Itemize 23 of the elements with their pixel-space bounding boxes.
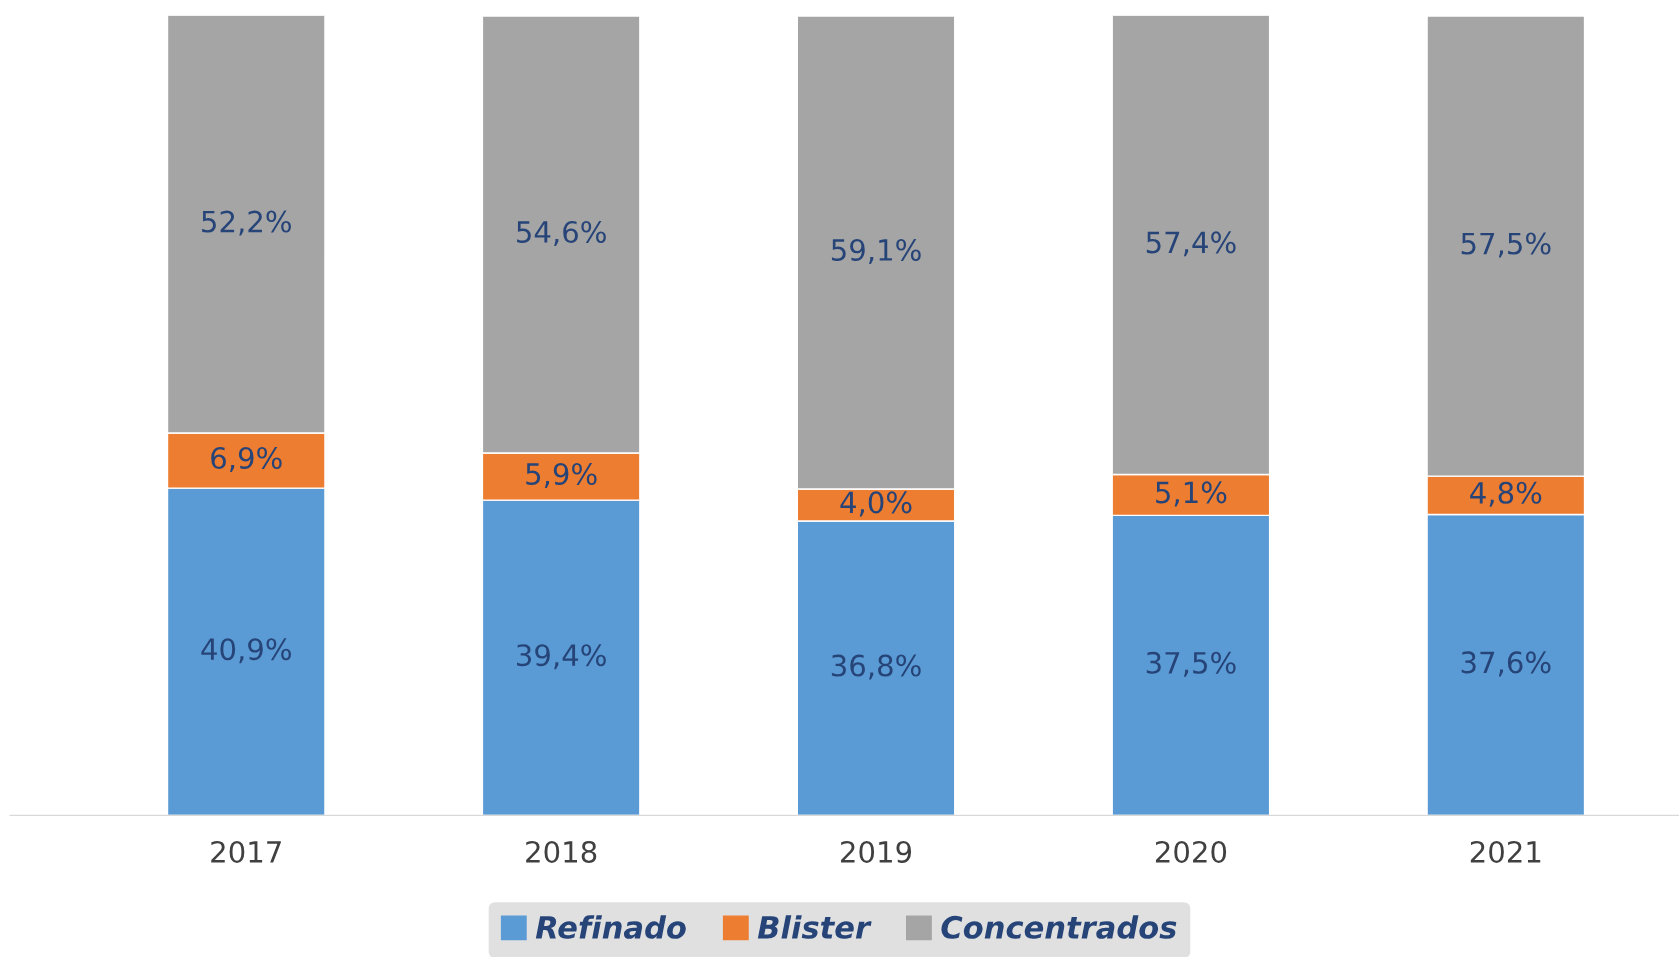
x-tick-label: 2017 [211,840,281,863]
data-label: 37,6% [1461,651,1551,677]
data-label: 4,0% [840,491,912,517]
data-label: 39,4% [517,644,606,670]
data-label: 57,4% [1146,231,1236,257]
data-label: 4,8% [1470,481,1542,507]
x-tick-label: 2020 [1155,840,1227,863]
x-tick-label: 2021 [1470,840,1541,863]
data-label: 36,8% [831,654,921,680]
data-label: 37,5% [1146,651,1236,677]
data-label: 5,1% [1156,481,1227,507]
legend-label: Blister [757,915,872,939]
x-tick-label: 2018 [526,840,597,863]
x-tick-label: 2019 [841,840,912,863]
data-label: 40,9% [201,638,291,664]
data-label: 54,6% [517,220,606,246]
data-label: 5,9% [526,462,597,488]
data-label: 52,2% [202,210,291,236]
data-label: 57,5% [1461,232,1551,258]
data-label: 6,9% [211,446,282,472]
data-label: 59,1% [831,238,921,264]
legend-label: Refinado [535,915,686,939]
legend-label: Concentrados [941,915,1177,939]
